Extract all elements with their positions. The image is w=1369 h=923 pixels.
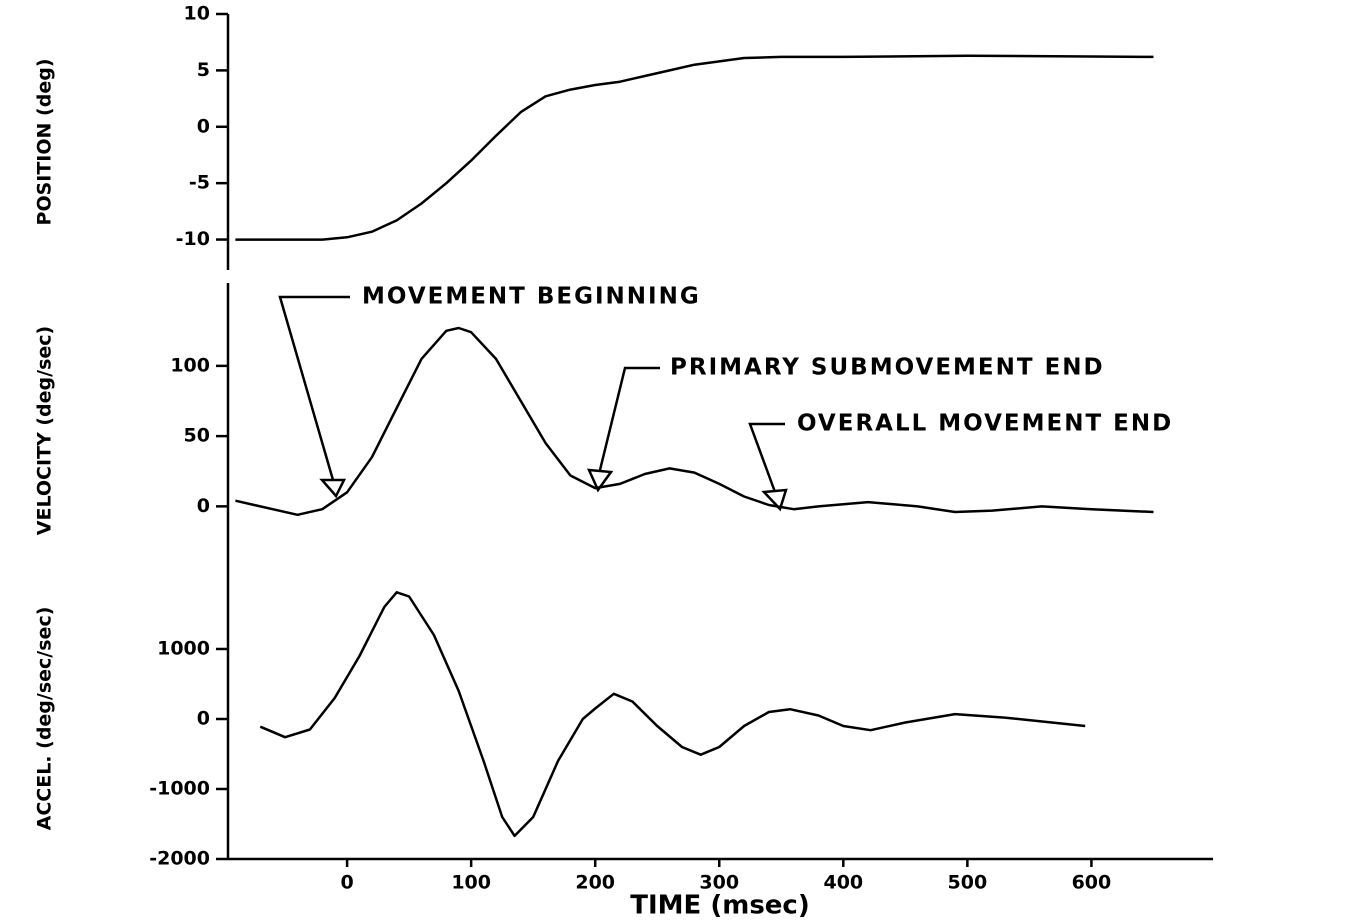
y-axis-label: POSITION (deg) xyxy=(34,59,56,226)
y-tick-label: -1000 xyxy=(149,777,210,799)
annotation-arrow xyxy=(748,422,785,493)
data-line xyxy=(235,54,1154,241)
x-axis-label: TIME (msec) xyxy=(630,891,809,921)
arrow-head xyxy=(319,478,347,499)
y-tick-label: 5 xyxy=(197,59,210,81)
y-tick-label: -5 xyxy=(189,172,210,194)
annotation: OVERALL MOVEMENT END xyxy=(797,411,1173,437)
y-tick-label: 1000 xyxy=(157,637,210,659)
x-tick-label: 600 xyxy=(1072,872,1112,894)
x-tick-label: 300 xyxy=(699,872,739,894)
y-tick-label: 10 xyxy=(184,3,210,25)
x-tick-label: 0 xyxy=(340,872,353,894)
data-line xyxy=(259,591,1086,838)
annotation: PRIMARY SUBMOVEMENT END xyxy=(670,355,1105,381)
y-tick-label: -10 xyxy=(176,228,210,250)
annotation-arrow xyxy=(598,366,660,471)
y-tick-label: -2000 xyxy=(149,848,210,870)
y-tick-label: 50 xyxy=(184,425,210,447)
y-axis-label: ACCEL. (deg/sec/sec) xyxy=(34,607,56,831)
x-tick-label: 200 xyxy=(575,872,615,894)
data-line xyxy=(235,326,1154,517)
annotation-arrow xyxy=(278,295,350,481)
y-tick-label: 0 xyxy=(197,115,210,137)
arrow-head xyxy=(761,488,788,512)
y-tick-label: 0 xyxy=(197,495,210,517)
y-tick-label: 0 xyxy=(197,707,210,729)
annotation: MOVEMENT BEGINNING xyxy=(362,284,701,310)
arrow-head xyxy=(586,468,614,493)
x-tick-label: 500 xyxy=(948,872,988,894)
y-axis-label: VELOCITY (deg/sec) xyxy=(34,326,56,535)
y-tick-label: 100 xyxy=(170,354,210,376)
x-tick-label: 400 xyxy=(823,872,863,894)
x-tick-label: 100 xyxy=(451,872,491,894)
